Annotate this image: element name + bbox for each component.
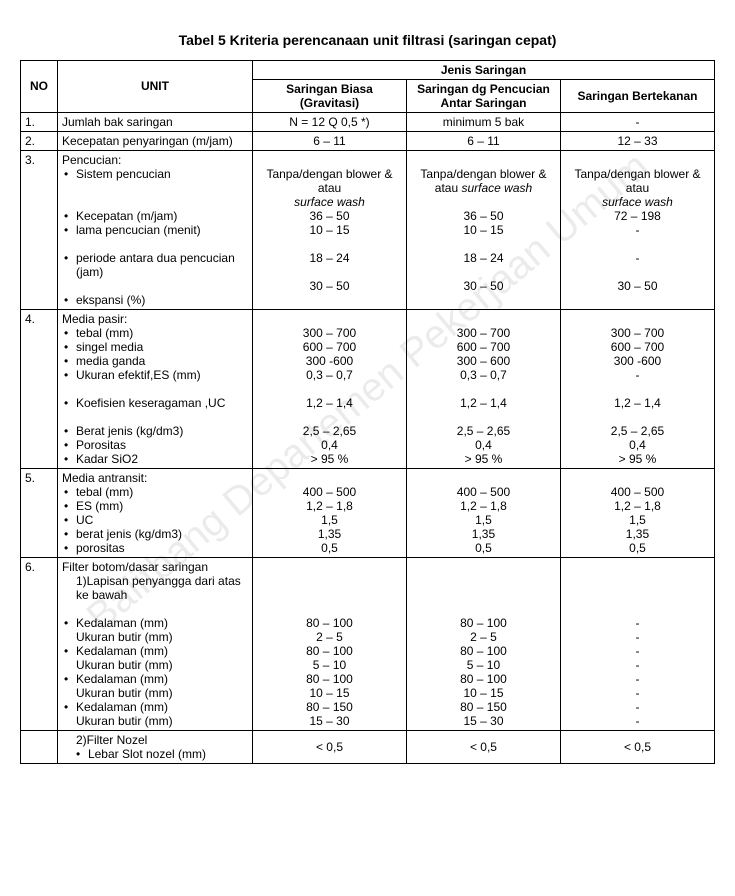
list-item: Lebar Slot nozel (mm)	[62, 747, 248, 761]
cell-v: 6 – 11	[253, 131, 407, 150]
list-item: Berat jenis (kg/dm3)	[62, 424, 248, 438]
cell-v: 80 – 1002 – 5 80 – 1005 – 10 80 – 10010 …	[253, 557, 407, 730]
table-row: 1. Jumlah bak saringan N = 12 Q 0,5 *) m…	[21, 112, 715, 131]
cell-v: Tanpa/dengan blower & atausurface wash 7…	[560, 150, 714, 309]
cell-unit: Pencucian: Sistem pencucian Kecepatan (m…	[57, 150, 252, 309]
cell-v: < 0,5	[253, 730, 407, 763]
cell-v: < 0,5	[560, 730, 714, 763]
sub-head: 1)Lapisan penyangga dari atas ke bawah	[62, 574, 248, 602]
table-row: 2)Filter Nozel Lebar Slot nozel (mm) < 0…	[21, 730, 715, 763]
list-item: singel media	[62, 340, 248, 354]
table-title: Tabel 5 Kriteria perencanaan unit filtra…	[20, 32, 715, 48]
list-item: Ukuran butir (mm)	[62, 714, 248, 728]
cell-no: 3.	[21, 150, 58, 309]
cell-no: 1.	[21, 112, 58, 131]
cell-v: -	[560, 112, 714, 131]
cell-no	[21, 730, 58, 763]
cell-unit: Kecepatan penyaringan (m/jam)	[57, 131, 252, 150]
cell-unit: Media antransit: tebal (mm) ES (mm) UC b…	[57, 468, 252, 557]
list-item: ES (mm)	[62, 499, 248, 513]
list-item: porositas	[62, 541, 248, 555]
th-unit: UNIT	[57, 60, 252, 112]
cell-v: Tanpa/dengan blower & atausurface wash 3…	[253, 150, 407, 309]
row-head: Media antransit:	[62, 471, 147, 485]
list-item: Kadar SiO2	[62, 452, 248, 466]
list-item: Ukuran efektif,ES (mm)	[62, 368, 248, 382]
cell-v: 12 – 33	[560, 131, 714, 150]
cell-no: 6.	[21, 557, 58, 730]
table-row: 6. Filter botom/dasar saringan 1)Lapisan…	[21, 557, 715, 730]
cell-v: < 0,5	[406, 730, 560, 763]
th-c2: Saringan dg Pencucian Antar Saringan	[406, 79, 560, 112]
list-item: periode antara dua pencucian (jam)	[62, 251, 248, 279]
list-item: Koefisien keseragaman ,UC	[62, 396, 248, 410]
cell-no: 5.	[21, 468, 58, 557]
cell-unit: Media pasir: tebal (mm) singel media med…	[57, 309, 252, 468]
cell-v: 300 – 700600 – 700300 – 600 0,3 – 0,7 1,…	[406, 309, 560, 468]
list-item: Kedalaman (mm)	[62, 616, 248, 630]
cell-no: 2.	[21, 131, 58, 150]
list-item: Kedalaman (mm)	[62, 700, 248, 714]
list-item: Kecepatan (m/jam)	[62, 209, 248, 223]
cell-v: 6 – 11	[406, 131, 560, 150]
th-c1: Saringan Biasa (Gravitasi)	[253, 79, 407, 112]
cell-v: 400 – 5001,2 – 1,81,51,350,5	[560, 468, 714, 557]
list-item: ekspansi (%)	[62, 293, 248, 307]
cell-v: -- -- -- --	[560, 557, 714, 730]
row-head: Filter botom/dasar saringan	[62, 560, 208, 574]
list-item: media ganda	[62, 354, 248, 368]
th-no: NO	[21, 60, 58, 112]
th-jenis: Jenis Saringan	[253, 60, 715, 79]
cell-unit: Filter botom/dasar saringan 1)Lapisan pe…	[57, 557, 252, 730]
cell-v: N = 12 Q 0,5 *)	[253, 112, 407, 131]
cell-unit: 2)Filter Nozel Lebar Slot nozel (mm)	[57, 730, 252, 763]
list-item: Ukuran butir (mm)	[62, 658, 248, 672]
cell-v: 300 – 700600 – 700300 -600 - 1,2 – 1,4 2…	[560, 309, 714, 468]
row-head: Media pasir:	[62, 312, 127, 326]
cell-v: 400 – 5001,2 – 1,81,51,350,5	[406, 468, 560, 557]
criteria-table: NO UNIT Jenis Saringan Saringan Biasa (G…	[20, 60, 715, 764]
table-row: 2. Kecepatan penyaringan (m/jam) 6 – 11 …	[21, 131, 715, 150]
list-item: Sistem pencucian	[62, 167, 248, 181]
cell-no: 4.	[21, 309, 58, 468]
cell-v: 300 – 700600 – 700300 -600 0,3 – 0,7 1,2…	[253, 309, 407, 468]
list-item: Ukuran butir (mm)	[62, 630, 248, 644]
list-item: Ukuran butir (mm)	[62, 686, 248, 700]
list-item: tebal (mm)	[62, 326, 248, 340]
list-item: Kedalaman (mm)	[62, 672, 248, 686]
cell-v: 400 – 5001,2 – 1,81,51,350,5	[253, 468, 407, 557]
table-row: 5. Media antransit: tebal (mm) ES (mm) U…	[21, 468, 715, 557]
list-item: Porositas	[62, 438, 248, 452]
th-c3: Saringan Bertekanan	[560, 79, 714, 112]
cell-v: Tanpa/dengan blower & atau surface wash …	[406, 150, 560, 309]
sub-head: 2)Filter Nozel	[62, 733, 248, 747]
cell-unit: Jumlah bak saringan	[57, 112, 252, 131]
row-head: Pencucian:	[62, 153, 121, 167]
list-item: berat jenis (kg/dm3)	[62, 527, 248, 541]
cell-v: 80 – 1002 – 5 80 – 1005 – 10 80 – 10010 …	[406, 557, 560, 730]
table-row: 4. Media pasir: tebal (mm) singel media …	[21, 309, 715, 468]
table-row: 3. Pencucian: Sistem pencucian Kecepatan…	[21, 150, 715, 309]
list-item: Kedalaman (mm)	[62, 644, 248, 658]
list-item: lama pencucian (menit)	[62, 223, 248, 237]
list-item: UC	[62, 513, 248, 527]
list-item: tebal (mm)	[62, 485, 248, 499]
cell-v: minimum 5 bak	[406, 112, 560, 131]
